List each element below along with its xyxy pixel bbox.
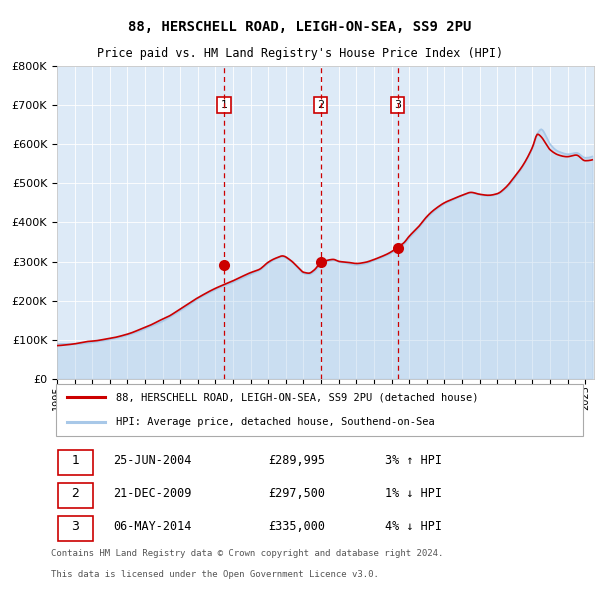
Text: 2: 2: [71, 487, 79, 500]
Text: 88, HERSCHELL ROAD, LEIGH-ON-SEA, SS9 2PU: 88, HERSCHELL ROAD, LEIGH-ON-SEA, SS9 2P…: [128, 19, 472, 34]
Text: 3: 3: [394, 100, 401, 110]
Text: £297,500: £297,500: [268, 487, 325, 500]
Text: 1: 1: [220, 100, 227, 110]
Text: 3% ↑ HPI: 3% ↑ HPI: [385, 454, 442, 467]
Text: £289,995: £289,995: [268, 454, 325, 467]
Text: HPI: Average price, detached house, Southend-on-Sea: HPI: Average price, detached house, Sout…: [116, 417, 435, 427]
FancyBboxPatch shape: [56, 384, 583, 435]
Text: 88, HERSCHELL ROAD, LEIGH-ON-SEA, SS9 2PU (detached house): 88, HERSCHELL ROAD, LEIGH-ON-SEA, SS9 2P…: [116, 392, 479, 402]
Text: 21-DEC-2009: 21-DEC-2009: [113, 487, 192, 500]
Text: 3: 3: [71, 520, 79, 533]
Text: Price paid vs. HM Land Registry's House Price Index (HPI): Price paid vs. HM Land Registry's House …: [97, 47, 503, 60]
Text: 1: 1: [71, 454, 79, 467]
Text: 25-JUN-2004: 25-JUN-2004: [113, 454, 192, 467]
FancyBboxPatch shape: [58, 516, 93, 541]
FancyBboxPatch shape: [58, 483, 93, 508]
Text: 06-MAY-2014: 06-MAY-2014: [113, 520, 192, 533]
Text: 1% ↓ HPI: 1% ↓ HPI: [385, 487, 442, 500]
Text: This data is licensed under the Open Government Licence v3.0.: This data is licensed under the Open Gov…: [51, 570, 379, 579]
Text: 4% ↓ HPI: 4% ↓ HPI: [385, 520, 442, 533]
Text: 2: 2: [317, 100, 324, 110]
FancyBboxPatch shape: [58, 450, 93, 475]
Text: £335,000: £335,000: [268, 520, 325, 533]
Text: Contains HM Land Registry data © Crown copyright and database right 2024.: Contains HM Land Registry data © Crown c…: [51, 549, 443, 558]
